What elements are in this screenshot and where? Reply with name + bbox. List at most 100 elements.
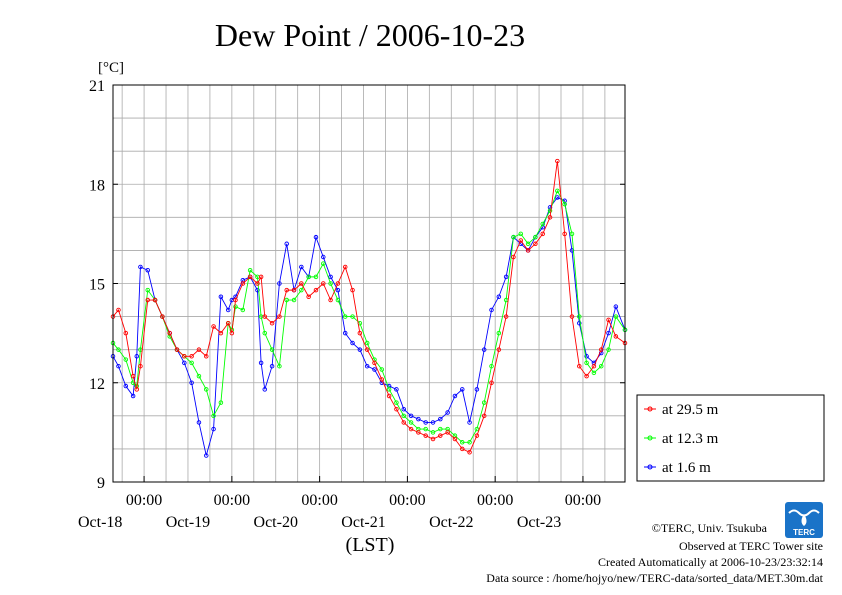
data-point (299, 264, 304, 270)
data-point (233, 297, 238, 303)
data-point (335, 281, 341, 286)
data-point (196, 420, 202, 425)
data-point (555, 158, 560, 164)
data-point (547, 215, 553, 220)
y-tick-label: 18 (89, 177, 105, 194)
data-point (357, 347, 363, 352)
x-tick-date-label: Oct-23 (517, 514, 561, 531)
data-point (591, 363, 597, 369)
data-point (167, 330, 172, 336)
legend-swatch-point (647, 406, 653, 412)
data-point (145, 287, 150, 293)
data-point (291, 287, 297, 293)
data-point (489, 363, 494, 369)
data-point (306, 294, 311, 299)
data-point (460, 387, 465, 392)
series-line (112, 196, 626, 456)
data-point (247, 268, 253, 273)
data-point (240, 307, 246, 313)
data-point (313, 287, 319, 293)
data-point (204, 453, 209, 458)
legend-swatch-point (647, 464, 653, 470)
data-point (258, 360, 264, 366)
data-point (189, 360, 194, 366)
x-tick-time-label: 00:00 (477, 492, 513, 509)
data-point (269, 347, 275, 352)
data-point (364, 363, 370, 369)
series-line (112, 161, 626, 453)
data-point (598, 347, 604, 352)
data-point (328, 281, 333, 286)
data-point (525, 248, 531, 253)
y-tick-label: 9 (97, 475, 105, 492)
data-point (284, 297, 289, 303)
data-point (306, 274, 311, 280)
data-point (313, 234, 319, 240)
data-point (204, 387, 209, 392)
data-point (123, 330, 129, 336)
legend-label: at 29.5 m (662, 402, 719, 418)
x-tick-date-label: Oct-21 (341, 514, 385, 531)
data-point (569, 231, 575, 237)
data-point (467, 420, 472, 425)
data-point (496, 347, 502, 352)
data-point (160, 314, 165, 319)
data-point (182, 360, 187, 366)
data-point (423, 420, 428, 425)
x-tick-time-label: 00:00 (389, 492, 425, 509)
data-point (540, 231, 545, 237)
data-point (474, 426, 480, 432)
data-point (584, 373, 589, 379)
data-point (364, 340, 370, 346)
data-point (452, 393, 458, 399)
data-point (328, 274, 333, 280)
data-point (328, 297, 333, 303)
data-point (555, 188, 560, 194)
data-point (518, 238, 524, 243)
data-point (247, 274, 253, 280)
data-point (445, 410, 450, 415)
data-point (481, 413, 487, 419)
data-point (342, 330, 348, 336)
data-point (606, 317, 611, 323)
data-point (489, 380, 494, 386)
data-point (145, 297, 150, 303)
data-point (299, 281, 304, 286)
data-point (430, 436, 436, 442)
data-point (262, 330, 268, 336)
data-point (430, 430, 436, 435)
legend-label: at 1.6 m (662, 460, 711, 476)
data-point (613, 314, 619, 319)
data-point (430, 420, 436, 425)
data-point (342, 314, 348, 319)
data-point (372, 367, 377, 372)
x-tick-date-label: Oct-20 (254, 514, 298, 531)
data-point (386, 387, 392, 392)
data-point (211, 426, 216, 432)
data-point (511, 254, 516, 260)
data-point (262, 314, 268, 319)
created-text: Created Automatically at 2006-10-23/23:3… (598, 555, 823, 569)
data-point (496, 294, 502, 299)
terc-logo-text: TERC (793, 528, 815, 537)
x-tick-time-label: 00:00 (565, 492, 601, 509)
data-point (218, 330, 224, 336)
data-point (423, 433, 428, 438)
data-point (474, 387, 480, 392)
data-point (335, 287, 341, 293)
data-point (503, 314, 509, 319)
x-tick-time-label: 00:00 (214, 492, 250, 509)
y-tick-label: 21 (89, 78, 105, 95)
data-point (134, 354, 140, 359)
x-tick-time-label: 00:00 (301, 492, 337, 509)
data-point (379, 367, 385, 372)
terc-logo: TERC (785, 502, 823, 538)
data-point (229, 330, 235, 336)
data-point (189, 380, 194, 386)
data-point (584, 360, 589, 366)
data-point (313, 274, 319, 280)
data-point (255, 287, 260, 293)
data-point (145, 268, 150, 273)
data-point (284, 287, 289, 293)
data-point (533, 234, 538, 240)
